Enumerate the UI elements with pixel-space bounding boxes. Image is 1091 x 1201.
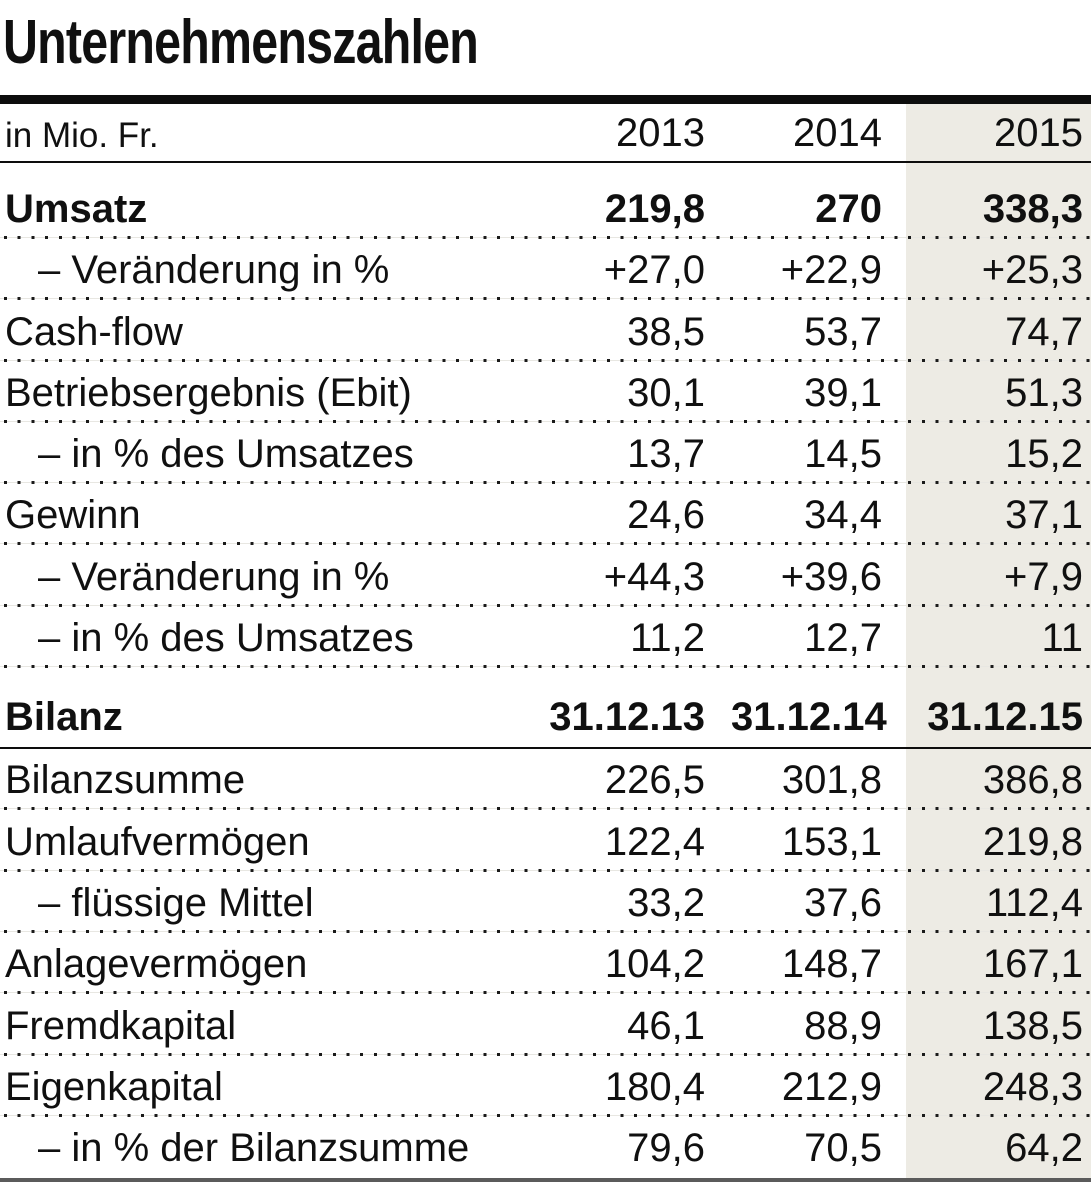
table-row: Bilanzsumme 226,5 301,8 386,8 bbox=[0, 749, 1091, 811]
value-2013: 30,1 bbox=[627, 370, 705, 415]
table-row: – Veränderung in % +44,3 +39,6 +7,9 bbox=[0, 545, 1091, 608]
row-label: Bilanzsumme bbox=[5, 758, 246, 803]
value-2015: 138,5 bbox=[982, 1003, 1083, 1048]
row-label: – in % der Bilanzsumme bbox=[38, 1126, 470, 1171]
value-2013: +44,3 bbox=[603, 554, 705, 599]
value-2013: 38,5 bbox=[627, 309, 705, 354]
table-row: – in % des Umsatzes 11,2 12,7 11 bbox=[0, 607, 1091, 669]
value-2014: 301,8 bbox=[781, 758, 882, 803]
value-2015: 31.12.15 bbox=[927, 695, 1083, 740]
col-header-2015: 2015 bbox=[994, 111, 1083, 155]
value-2013: 24,6 bbox=[627, 493, 705, 538]
value-2014: 37,6 bbox=[804, 880, 882, 925]
row-label: Bilanz bbox=[5, 695, 123, 740]
row-label: – flüssige Mittel bbox=[38, 880, 314, 925]
value-2015: 386,8 bbox=[982, 758, 1083, 803]
table-row: – in % der Bilanzsumme 79,6 70,5 64,2 bbox=[0, 1117, 1091, 1178]
row-label: Eigenkapital bbox=[5, 1064, 223, 1109]
row-label: Anlagevermögen bbox=[5, 942, 308, 987]
table-header-row: in Mio. Fr. 2013 2014 2015 bbox=[0, 104, 1091, 163]
row-label: – Veränderung in % bbox=[38, 248, 390, 293]
row-label: Cash-flow bbox=[5, 309, 183, 354]
value-2015: +25,3 bbox=[981, 248, 1083, 293]
value-2015: 64,2 bbox=[1005, 1126, 1083, 1171]
value-2015: 37,1 bbox=[1005, 493, 1083, 538]
row-label: Gewinn bbox=[5, 493, 141, 538]
table-row: Eigenkapital 180,4 212,9 248,3 bbox=[0, 1056, 1091, 1118]
row-label: – in % des Umsatzes bbox=[38, 432, 414, 477]
value-2015: 338,3 bbox=[982, 187, 1083, 231]
table-row: Fremdkapital 46,1 88,9 138,5 bbox=[0, 994, 1091, 1056]
table-row: – flüssige Mittel 33,2 37,6 112,4 bbox=[0, 872, 1091, 934]
value-2014: 14,5 bbox=[804, 432, 882, 477]
table-row: Anlagevermögen 104,2 148,7 167,1 bbox=[0, 933, 1091, 995]
value-2015: 219,8 bbox=[982, 819, 1083, 864]
value-2013: 226,5 bbox=[604, 758, 705, 803]
page-title: Unternehmenszahlen bbox=[3, 8, 479, 77]
value-2015: 167,1 bbox=[982, 942, 1083, 987]
value-2013: 180,4 bbox=[604, 1064, 705, 1109]
value-2014: 31.12.14 bbox=[731, 695, 887, 740]
table-row: Cash-flow 38,5 53,7 74,7 bbox=[0, 300, 1091, 362]
highlight-column-2015 bbox=[906, 104, 1091, 1179]
value-2013: 13,7 bbox=[627, 432, 705, 477]
table-row: Umsatz 219,8 270 338,3 bbox=[0, 163, 1091, 239]
row-label: – Veränderung in % bbox=[38, 554, 390, 599]
value-2013: 31.12.13 bbox=[549, 695, 705, 740]
row-label: Fremdkapital bbox=[5, 1003, 237, 1048]
table-row: Betriebsergebnis (Ebit) 30,1 39,1 51,3 bbox=[0, 362, 1091, 424]
value-2013: +27,0 bbox=[603, 248, 705, 293]
value-2015: 15,2 bbox=[1005, 432, 1083, 477]
value-2014: 39,1 bbox=[804, 370, 882, 415]
value-2013: 11,2 bbox=[630, 616, 705, 661]
row-label: Umlaufvermögen bbox=[5, 819, 310, 864]
col-header-2013: 2013 bbox=[616, 111, 705, 155]
value-2014: 270 bbox=[815, 187, 882, 231]
row-label: – in % des Umsatzes bbox=[38, 616, 414, 661]
value-2013: 79,6 bbox=[627, 1126, 705, 1171]
value-2013: 46,1 bbox=[627, 1003, 705, 1048]
value-2015: 51,3 bbox=[1005, 370, 1083, 415]
title-rule bbox=[0, 95, 1091, 104]
table-row: Umlaufvermögen 122,4 153,1 219,8 bbox=[0, 810, 1091, 872]
value-2014: 53,7 bbox=[804, 309, 882, 354]
value-2013: 33,2 bbox=[627, 880, 705, 925]
unit-label: in Mio. Fr. bbox=[5, 116, 159, 155]
value-2015: 248,3 bbox=[982, 1064, 1083, 1109]
value-2014: 212,9 bbox=[781, 1064, 882, 1109]
row-label: Betriebsergebnis (Ebit) bbox=[5, 370, 412, 415]
table-body: Umsatz 219,8 270 338,3 – Veränderung in … bbox=[0, 163, 1091, 1178]
value-2013: 104,2 bbox=[604, 942, 705, 987]
table-row: – in % des Umsatzes 13,7 14,5 15,2 bbox=[0, 423, 1091, 485]
value-2015: +7,9 bbox=[1004, 554, 1083, 599]
value-2014: +22,9 bbox=[780, 248, 882, 293]
value-2014: 88,9 bbox=[804, 1003, 882, 1048]
value-2015: 112,4 bbox=[985, 880, 1083, 925]
value-2013: 122,4 bbox=[604, 819, 705, 864]
table-row: Gewinn 24,6 34,4 37,1 bbox=[0, 484, 1091, 546]
value-2015: 11 bbox=[1041, 616, 1083, 661]
value-2013: 219,8 bbox=[604, 187, 705, 231]
value-2014: 34,4 bbox=[804, 493, 882, 538]
table-row: – Veränderung in % +27,0 +22,9 +25,3 bbox=[0, 239, 1091, 301]
value-2014: 12,7 bbox=[804, 616, 882, 661]
value-2015: 74,7 bbox=[1005, 309, 1083, 354]
value-2014: 153,1 bbox=[781, 819, 882, 864]
row-label: Umsatz bbox=[5, 187, 148, 231]
figures-table: in Mio. Fr. 2013 2014 2015 Umsatz 219,8 … bbox=[0, 104, 1091, 1183]
table-row: Bilanz 31.12.13 31.12.14 31.12.15 bbox=[0, 668, 1091, 750]
col-header-2014: 2014 bbox=[793, 111, 882, 155]
value-2014: +39,6 bbox=[780, 554, 882, 599]
value-2014: 148,7 bbox=[781, 942, 882, 987]
value-2014: 70,5 bbox=[804, 1126, 882, 1171]
